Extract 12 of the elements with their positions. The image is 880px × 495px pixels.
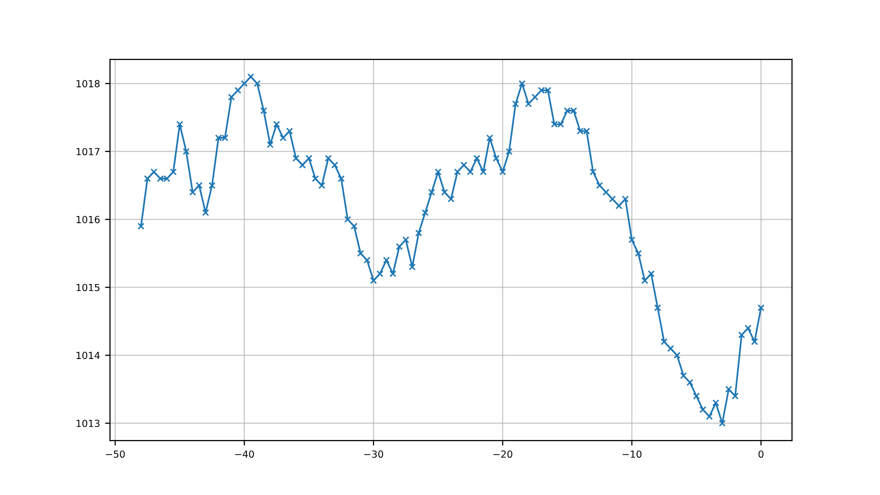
y-tick-label: 1016 [76,216,100,224]
y-tick-label: 1015 [76,284,100,292]
y-tick-label: 1013 [76,420,100,428]
y-tick-label: 1018 [76,80,100,88]
x-tick-label: −10 [622,450,642,458]
x-tick-label: −20 [493,450,512,458]
x-tick-label: −40 [235,450,254,458]
x-tick-label: 0 [758,450,764,458]
y-tick-label: 1014 [76,352,100,360]
y-tick-label: 1017 [76,148,100,156]
x-tick-label: −50 [106,450,125,458]
x-tick-label: −30 [364,450,384,458]
